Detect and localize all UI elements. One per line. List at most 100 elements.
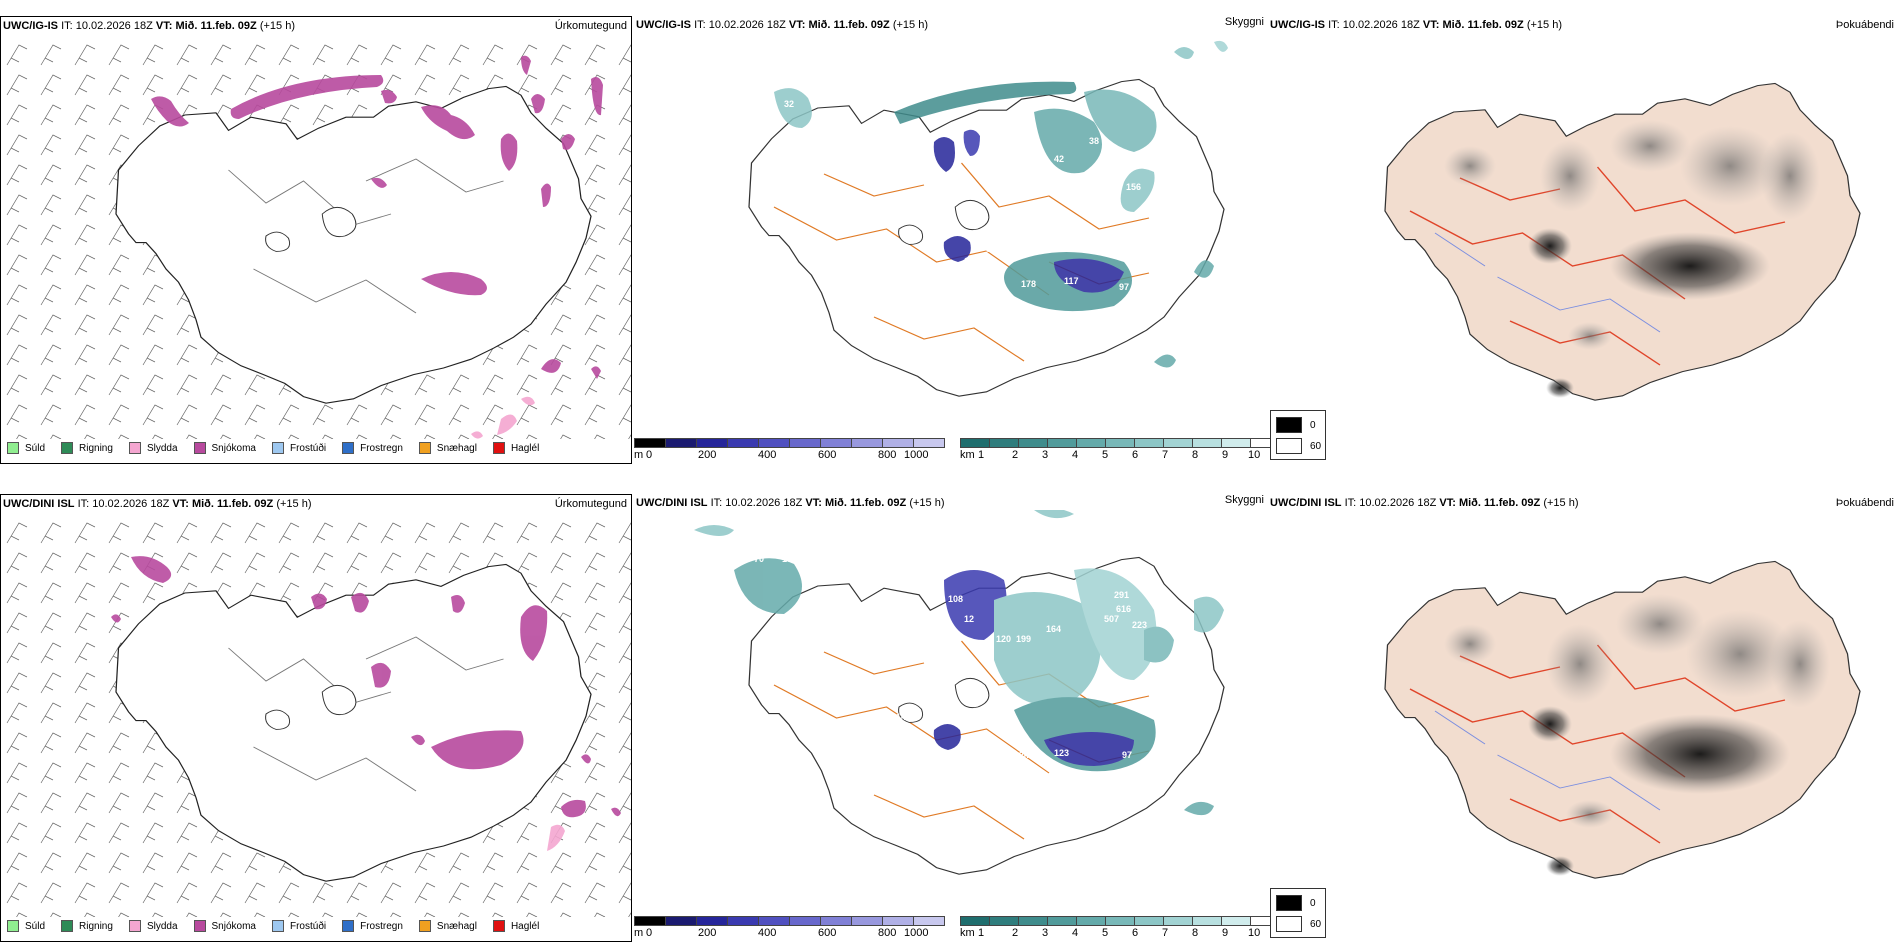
- height-tick: 600: [818, 927, 837, 939]
- legend-item: Súld: [7, 442, 45, 454]
- legend-label: Rigning: [79, 920, 113, 932]
- legend-label: Slydda: [146, 920, 178, 932]
- precip-title-2: UWC/DINI ISL IT: 10.02.2026 18Z VT: Mið.…: [3, 498, 312, 510]
- vis-label: 97: [1122, 750, 1132, 760]
- fog-label-1: Þokuábendi: [1835, 19, 1894, 31]
- km-tick: 8: [1192, 449, 1199, 461]
- visibility-label-1: Skyggni: [1224, 16, 1264, 28]
- legend-label: Súld: [25, 920, 46, 932]
- height-tick: 1000: [904, 449, 929, 461]
- legend-label: Snæhagl: [436, 442, 477, 454]
- row2: UWC/DINI ISL IT: 10.02.2026 18Z VT: Mið.…: [0, 478, 1900, 948]
- legend-item: Haglél: [492, 442, 539, 454]
- height-unit: m: [634, 449, 644, 461]
- legend-label: Frostregn: [360, 920, 403, 932]
- visibility-label-2: Skyggni: [1224, 494, 1264, 506]
- legend-item: Snjókoma: [193, 442, 256, 454]
- fog-legend-item: 0: [1276, 417, 1316, 433]
- fog-swatch: [1276, 417, 1302, 433]
- precip-legend-2: Súld Rigning Slydda Snjókoma Frostúði Fr…: [7, 920, 555, 932]
- legend-swatch: [61, 442, 74, 454]
- vis-label: 42: [1054, 154, 1064, 164]
- visibility-title-2: UWC/DINI ISL IT: 10.02.2026 18Z VT: Mið.…: [636, 497, 945, 509]
- legend-label: Snjókoma: [211, 442, 256, 454]
- km-unit: km: [960, 449, 975, 461]
- fog-legend-label: 60: [1310, 440, 1322, 452]
- legend-item: Rigning: [61, 920, 113, 932]
- legend-swatch: [271, 920, 284, 932]
- vis-label: 9: [960, 710, 965, 720]
- vis-label: 507: [1104, 614, 1119, 624]
- fog-legend-label: 0: [1310, 419, 1316, 431]
- legend-item: Rigning: [61, 442, 113, 454]
- height-ticks-1: m 0 200 400 600 800 1000: [634, 449, 944, 463]
- km-tick: 4: [1072, 927, 1079, 939]
- legend-label: Rigning: [79, 442, 113, 454]
- fog-legend-label: 60: [1310, 918, 1322, 930]
- fog-legend-2: 0 60: [1270, 888, 1326, 938]
- precip-title-1: UWC/IG-IS IT: 10.02.2026 18Z VT: Mið. 11…: [3, 20, 295, 32]
- km-tick: 10: [1248, 927, 1261, 939]
- km-unit: km: [960, 927, 975, 939]
- vis-label: 10: [1004, 214, 1014, 224]
- km-tick: 8: [1192, 927, 1199, 939]
- height-tick: 1000: [904, 927, 929, 939]
- km-tick: 2: [1012, 927, 1019, 939]
- precip-type-label-2: Úrkomutegund: [554, 498, 627, 510]
- legend-swatch: [7, 920, 19, 932]
- vis-label: 70: [754, 554, 764, 564]
- precip-map-2: [1, 517, 631, 917]
- legend-swatch: [128, 920, 141, 932]
- km-colorbar-2: [960, 916, 1280, 926]
- legend-swatch: [342, 920, 355, 932]
- fog-label-2: Þokuábendi: [1835, 497, 1894, 509]
- vis-label: 164: [1046, 624, 1061, 634]
- legend-item: Haglél: [492, 920, 539, 932]
- vis-label: 124: [1014, 750, 1029, 760]
- legend-swatch: [271, 442, 284, 454]
- km-tick: 9: [1222, 449, 1229, 461]
- km-tick: 4: [1072, 449, 1079, 461]
- vis-label: 136: [1164, 214, 1179, 224]
- fog-swatch: [1276, 916, 1302, 932]
- height-tick: 400: [758, 449, 777, 461]
- legend-item: Frostregn: [342, 442, 403, 454]
- fog-swatch: [1276, 895, 1302, 911]
- vis-label: 12: [964, 256, 974, 266]
- fog-map-2: [1384, 560, 1861, 879]
- legend-item: Frostregn: [342, 920, 403, 932]
- km-ticks-2: km 1 2 3 4 5 6 7 8 9 10: [960, 927, 1270, 941]
- height-tick: 800: [878, 449, 897, 461]
- km-tick: 1: [978, 927, 985, 939]
- km-tick: 7: [1162, 449, 1169, 461]
- visibility-title-1: UWC/IG-IS IT: 10.02.2026 18Z VT: Mið. 11…: [636, 19, 928, 31]
- fog-panel-1: UWC/IG-IS IT: 10.02.2026 18Z VT: Mið. 11…: [1270, 16, 1898, 466]
- vis-label: 218: [1029, 182, 1044, 192]
- legend-item: Snæhagl: [418, 920, 477, 932]
- height-tick: 0: [646, 927, 653, 939]
- km-tick: 6: [1132, 927, 1139, 939]
- vis-label: 38: [1089, 136, 1099, 146]
- height-tick: 0: [646, 449, 653, 461]
- height-unit: m: [634, 927, 644, 939]
- vis-label: 12: [964, 614, 974, 624]
- legend-label: Frostregn: [360, 442, 403, 454]
- vis-label: 32: [784, 99, 794, 109]
- legend-swatch: [128, 442, 141, 454]
- vis-label: 108: [948, 594, 963, 604]
- vis-label: 123: [1054, 748, 1069, 758]
- vis-label: 97: [1119, 282, 1129, 292]
- km-tick: 5: [1102, 449, 1109, 461]
- precip-legend-1: Súld Rigning Slydda Snjókoma Frostúði Fr…: [7, 442, 555, 454]
- vis-label: 199: [1016, 634, 1031, 644]
- height-tick: 200: [698, 927, 717, 939]
- legend-swatch: [418, 442, 431, 454]
- vis-label: 291: [1114, 590, 1129, 600]
- legend-label: Súld: [25, 442, 46, 454]
- height-tick: 200: [698, 449, 717, 461]
- fog-legend-item: 60: [1276, 438, 1321, 454]
- fog-title-1: UWC/IG-IS IT: 10.02.2026 18Z VT: Mið. 11…: [1270, 19, 1562, 31]
- height-tick: 600: [818, 449, 837, 461]
- legend-item: Snæhagl: [418, 442, 477, 454]
- fog-title-2: UWC/DINI ISL IT: 10.02.2026 18Z VT: Mið.…: [1270, 497, 1579, 509]
